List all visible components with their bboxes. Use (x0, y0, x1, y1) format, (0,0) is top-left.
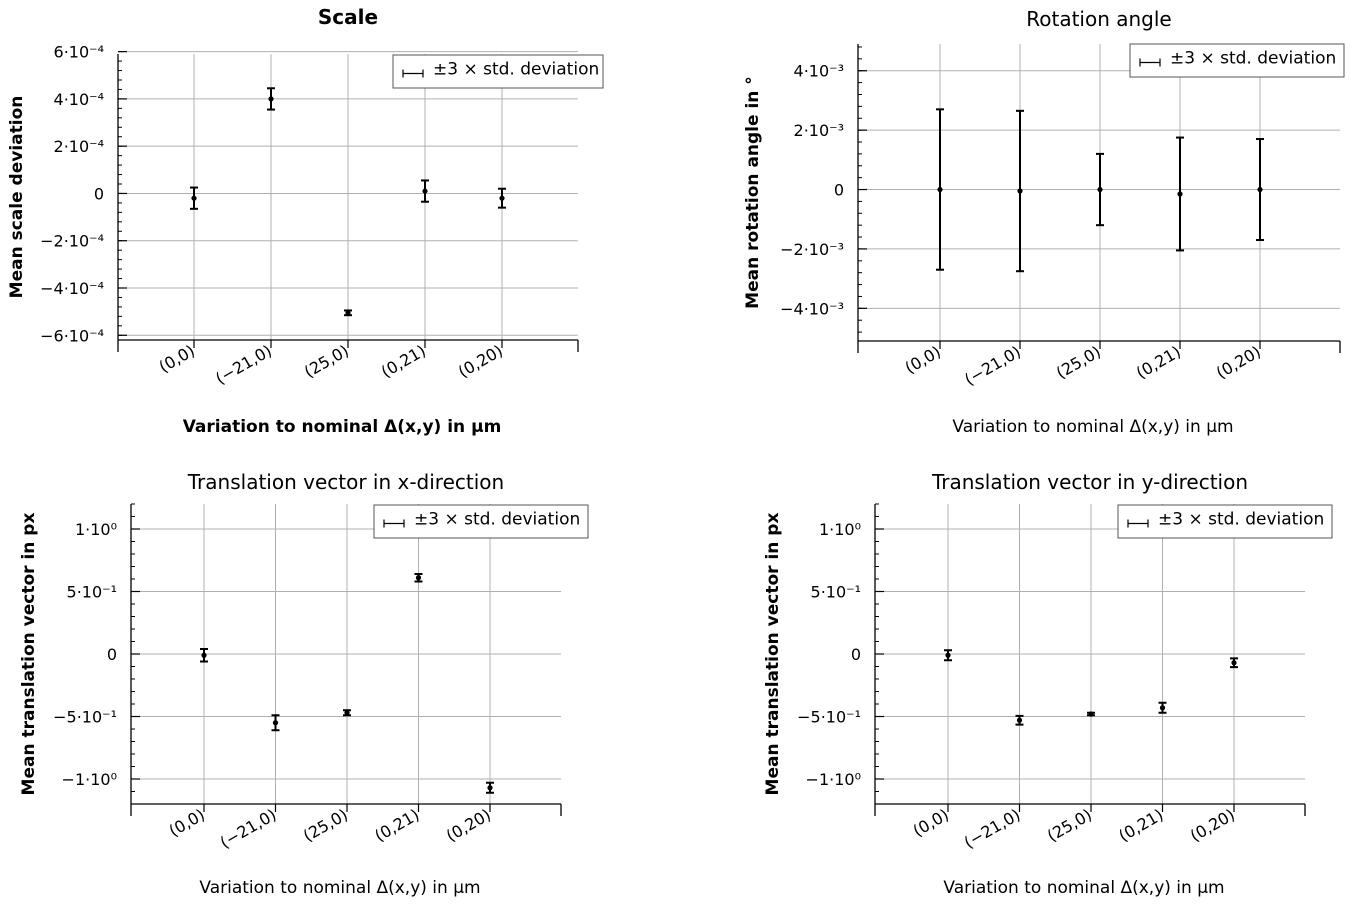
data-point (415, 575, 422, 581)
legend-box (373, 504, 589, 539)
y-tick-label: −4·10⁻³ (780, 299, 844, 318)
legend-box (392, 54, 604, 89)
legend-label: ±3 × std. deviation (1170, 49, 1336, 69)
data-point (1231, 660, 1237, 666)
data-point (345, 310, 351, 316)
y-tick-label: −1·10⁰ (62, 770, 117, 789)
legend-box (1117, 504, 1333, 539)
y-tick-label: 6·10⁻⁴ (54, 43, 104, 62)
x-tick-label: (0,20) (443, 805, 494, 846)
y-tick-label: 0 (94, 184, 104, 203)
chart-title: Translation vector in y-direction (931, 470, 1248, 494)
y-tick-label: 2·10⁻³ (794, 121, 844, 140)
x-axis-label: Variation to nominal Δ(x,y) in µm (199, 878, 480, 898)
x-tick-label: (25,0) (300, 805, 351, 846)
data-point (1088, 711, 1094, 717)
x-tick-label: (0,20) (1187, 805, 1238, 846)
x-axis-label: Variation to nominal Δ(x,y) in µm (943, 878, 1224, 898)
x-tick-label: (0,21) (1115, 805, 1166, 846)
y-tick-label: 0 (851, 645, 861, 664)
data-point (268, 96, 274, 102)
x-tick-label: (−21,0) (212, 341, 275, 388)
data-point (945, 652, 951, 658)
y-tick-label: 0 (834, 181, 844, 200)
data-point (1097, 186, 1103, 193)
chart-title: Scale (318, 5, 378, 29)
x-tick-label: (0,21) (378, 341, 429, 382)
legend-box (1129, 43, 1345, 78)
data-point (344, 710, 350, 716)
x-tick-label: (25,0) (1044, 805, 1095, 846)
data-point (1177, 191, 1183, 197)
data-point (487, 785, 493, 791)
y-tick-label: −5·10⁻¹ (53, 708, 117, 727)
y-axis-label: Mean translation vector in px (19, 513, 39, 796)
x-tick-label: (0,21) (371, 805, 422, 846)
x-axis-label: Variation to nominal Δ(x,y) in µm (952, 417, 1233, 437)
chart-title: Translation vector in x-direction (187, 470, 504, 494)
data-point (201, 652, 207, 658)
data-point (1017, 188, 1023, 194)
x-tick-label: (0,21) (1133, 342, 1184, 383)
x-tick-label: (−21,0) (961, 805, 1024, 852)
data-point (1016, 717, 1023, 723)
x-tick-label: (0,20) (455, 341, 506, 382)
rotation-angle-chart: Rotation angle 4·10⁻³ 2·10⁻³ 0 −2·10⁻³ −4·10⁻… (743, 7, 1345, 437)
y-tick-label: 0 (107, 645, 117, 664)
data-point (422, 188, 428, 194)
y-tick-label: 1·10⁰ (819, 520, 861, 539)
y-tick-label: −2·10⁻³ (780, 240, 844, 259)
x-tick-label: (−21,0) (961, 342, 1024, 389)
y-tick-label: −4·10⁻⁴ (40, 279, 104, 298)
legend-label: ±3 × std. deviation (433, 60, 599, 80)
translation-y-chart: Translation vector in y-direction 1·10⁰ 5·… (763, 470, 1333, 898)
scale-chart: Scale 6·10⁻⁴ 4·10⁻⁴ 2·10⁻⁴ 0 −2·10⁻⁴ −4·10⁻⁴ −6… (7, 5, 604, 437)
y-tick-label: 5·10⁻¹ (811, 583, 861, 602)
y-tick-label: 2·10⁻⁴ (54, 137, 104, 156)
x-tick-label: (−21,0) (217, 805, 280, 852)
x-tick-label: (0,20) (1213, 342, 1264, 383)
y-axis-label: Mean rotation angle in ° (743, 76, 763, 309)
y-tick-label: 5·10⁻¹ (67, 583, 117, 602)
x-axis-label: Variation to nominal Δ(x,y) in µm (183, 417, 502, 437)
data-point (1159, 705, 1166, 711)
y-tick-label: −2·10⁻⁴ (40, 232, 104, 251)
data-point (272, 720, 279, 726)
x-tick-label: (0,0) (166, 805, 208, 840)
y-tick-label: −5·10⁻¹ (797, 708, 861, 727)
y-axis-label: Mean scale deviation (7, 96, 27, 299)
y-tick-label: 4·10⁻⁴ (54, 90, 104, 109)
x-tick-label: (0,0) (910, 805, 952, 840)
x-tick-label: (25,0) (1053, 342, 1104, 383)
data-point (1257, 186, 1263, 193)
x-tick-label: (0,0) (902, 342, 944, 377)
chart-title: Rotation angle (1026, 7, 1172, 31)
data-point (937, 186, 943, 193)
legend-label: ±3 × std. deviation (1158, 510, 1324, 530)
y-axis-label: Mean translation vector in px (763, 513, 783, 796)
translation-x-chart: Translation vector in x-direction 1·10⁰ 5·… (19, 470, 589, 898)
y-tick-label: −6·10⁻⁴ (40, 326, 104, 345)
y-tick-label: 4·10⁻³ (794, 62, 844, 81)
x-tick-label: (0,0) (156, 341, 198, 376)
y-tick-label: −1·10⁰ (806, 770, 861, 789)
legend-label: ±3 × std. deviation (414, 510, 580, 530)
data-point (499, 195, 505, 201)
y-tick-label: 1·10⁰ (75, 520, 117, 539)
x-tick-label: (25,0) (301, 341, 352, 382)
data-point (191, 195, 197, 201)
